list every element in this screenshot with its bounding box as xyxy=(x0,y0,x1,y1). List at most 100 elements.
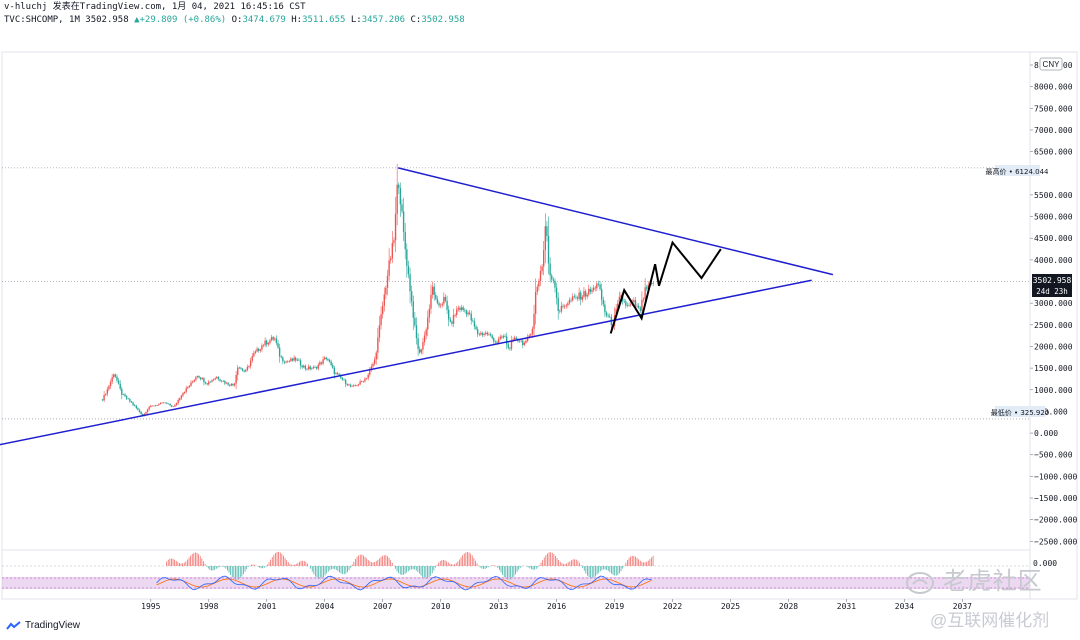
macd-bar xyxy=(441,560,443,566)
candle-body xyxy=(243,370,245,372)
macd-bar xyxy=(179,563,180,566)
macd-bar xyxy=(366,558,368,566)
y-tick-label: 1000.000 xyxy=(1034,386,1073,395)
candle-body xyxy=(356,385,358,387)
projection-layer[interactable] xyxy=(609,240,722,334)
tradingview-footer[interactable]: TradingView xyxy=(6,620,80,631)
macd-bar xyxy=(537,566,539,568)
macd-bar xyxy=(251,564,252,566)
countdown-badge-box xyxy=(1032,286,1072,297)
candle-body xyxy=(641,299,643,311)
candle-body xyxy=(282,357,284,362)
y-tick-label: −500.000 xyxy=(1034,451,1073,460)
candle-body xyxy=(301,365,303,368)
macd-bar xyxy=(481,566,483,569)
candle-body xyxy=(518,340,521,342)
symbol-label[interactable]: TVC:SHCOMP, 1M xyxy=(4,15,80,25)
macd-bar xyxy=(268,562,270,566)
candle-body xyxy=(407,265,410,275)
candle-body xyxy=(124,394,126,397)
candle-body xyxy=(436,299,439,304)
candle-body xyxy=(303,365,305,368)
candle-body xyxy=(327,358,329,361)
x-tick-label: 2004 xyxy=(315,602,334,611)
price-badge: 3502.958 xyxy=(1033,276,1072,285)
open-value: 3474.679 xyxy=(242,15,286,25)
candle-body xyxy=(591,290,593,292)
macd-bar xyxy=(633,555,635,566)
candle-body xyxy=(174,404,176,407)
trendline-upper[interactable] xyxy=(397,167,834,276)
candle-body xyxy=(216,376,218,379)
brand-label: TradingView xyxy=(25,620,81,631)
macd-bar xyxy=(340,566,342,574)
candle-body xyxy=(161,402,163,404)
candle-body xyxy=(428,308,431,318)
candle-body xyxy=(552,279,555,281)
time-axis[interactable]: 1995 1998 2001 2004 2007 2010 2013 2016 2019 2022… xyxy=(141,599,972,611)
candle-body xyxy=(634,300,637,307)
macd-bar xyxy=(238,566,240,580)
macd-bar xyxy=(435,566,436,568)
osc-zero-label: 0.000 xyxy=(1033,559,1057,568)
publish-info: v-hluchj 发表在TradingView.com, 1月 04, 2021… xyxy=(4,2,306,12)
macd-bar xyxy=(183,562,185,566)
candle-body xyxy=(468,312,471,314)
countdown-badge: 24d 23h xyxy=(1036,287,1068,296)
min-label: 最低价 • 325.920 xyxy=(991,408,1050,417)
candle-body xyxy=(275,338,278,344)
stoch-band xyxy=(2,577,1030,589)
candle-body xyxy=(390,258,392,261)
candle-body xyxy=(254,351,257,354)
candle-body xyxy=(480,332,482,335)
macd-bar xyxy=(505,566,507,579)
candle-body xyxy=(291,358,294,361)
macd-bar xyxy=(583,566,585,571)
candle-body xyxy=(340,375,342,378)
macd-bar xyxy=(375,561,377,566)
macd-bar xyxy=(476,563,478,566)
candle-body xyxy=(333,367,336,374)
candle-body xyxy=(142,414,144,416)
candle-body xyxy=(650,283,653,284)
price-axis[interactable]: −2500.000 −2000.000 −1500.000 −1000.000 −500… xyxy=(1030,61,1078,546)
stoch-signal-line xyxy=(156,578,652,588)
x-tick-label: 1998 xyxy=(199,602,218,611)
candle-body xyxy=(502,335,505,338)
candle-body xyxy=(589,288,592,292)
candle-body xyxy=(203,378,205,383)
candle-body xyxy=(154,405,157,407)
candle-body xyxy=(599,284,601,290)
macd-bar xyxy=(615,566,617,576)
macd-bar xyxy=(479,566,481,568)
candle-body xyxy=(233,383,236,386)
macd-bar xyxy=(399,566,401,575)
candle-body xyxy=(190,382,192,386)
macd-bar xyxy=(351,564,353,566)
candle-body xyxy=(515,337,518,339)
x-tick-label: 2010 xyxy=(431,602,450,611)
macd-bar xyxy=(291,564,292,566)
candle-body xyxy=(465,310,468,315)
candle-body xyxy=(196,376,199,378)
candle-body xyxy=(472,320,474,322)
trendline-lower[interactable] xyxy=(0,279,812,447)
candle-body xyxy=(359,381,361,385)
candle-body xyxy=(323,357,326,360)
projection-path[interactable] xyxy=(609,240,722,334)
macd-bar xyxy=(263,566,265,568)
macd-bar xyxy=(612,566,614,575)
currency-badge[interactable] xyxy=(1039,57,1063,71)
macd-bar xyxy=(307,563,308,566)
macd-bar xyxy=(444,560,446,566)
macd-bar xyxy=(411,566,412,570)
macd-bar xyxy=(167,559,169,566)
trendlines-layer[interactable] xyxy=(0,167,834,447)
macd-bar xyxy=(563,563,564,566)
candle-body xyxy=(135,405,137,409)
macd-bar xyxy=(235,566,236,580)
macd-bar xyxy=(641,561,643,566)
max-label-box xyxy=(995,165,1040,176)
oscillator-pane xyxy=(2,551,1030,591)
